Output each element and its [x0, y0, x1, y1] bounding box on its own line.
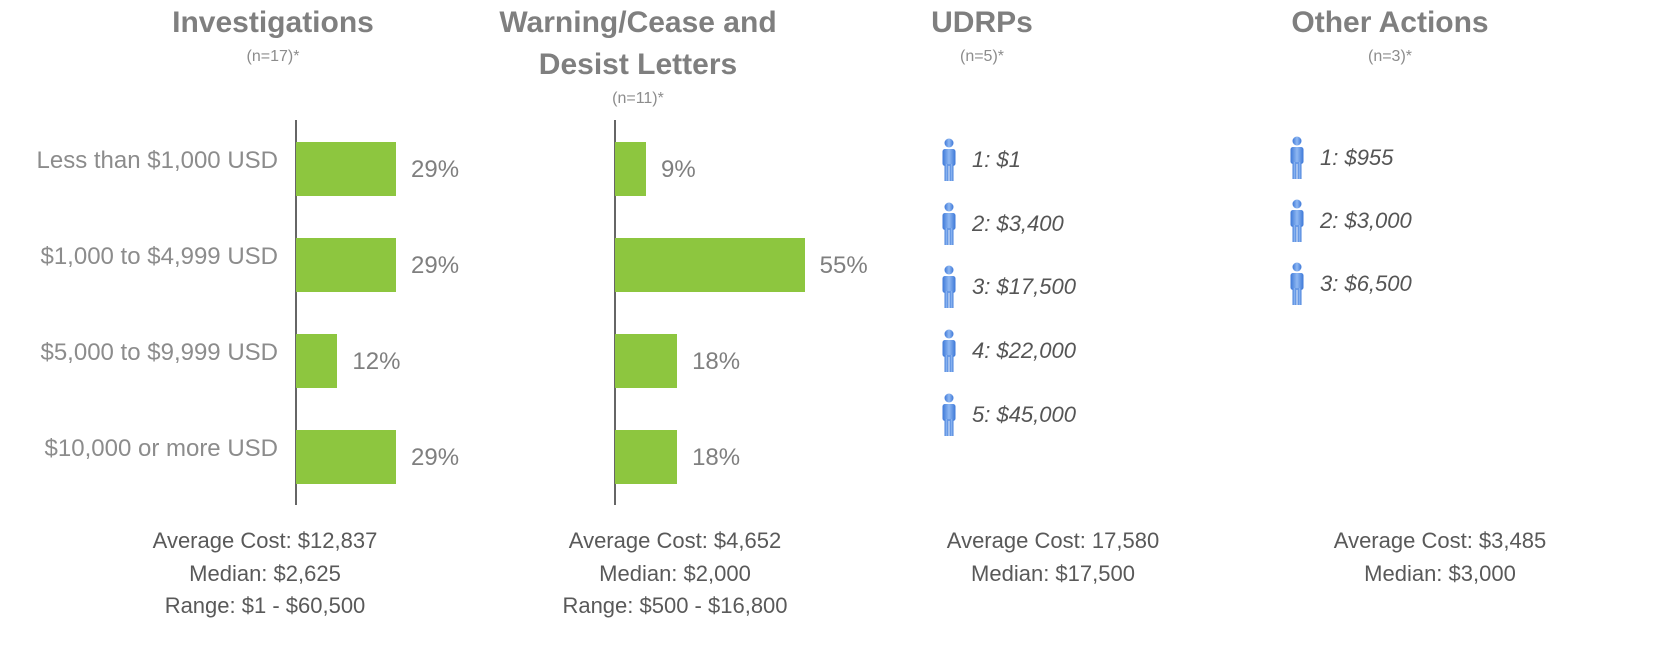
- summary-note: Range: $500 - $16,800: [562, 593, 788, 618]
- chart-title: Warning/Cease and Desist Letters: [499, 6, 777, 81]
- category-label: $5,000 to $9,999 USD: [40, 339, 278, 366]
- bar: [296, 430, 396, 484]
- cost-item: 5: $45,000: [972, 401, 1076, 427]
- category-label: $10,000 or more USD: [44, 435, 278, 462]
- value-label: 18%: [692, 444, 741, 471]
- person-icon: [942, 138, 956, 181]
- chart-title: Investigations: [172, 6, 374, 39]
- summary-note: Average Cost: $3,485: [1333, 528, 1547, 553]
- chart-subtitle: (n=11)*: [612, 90, 664, 107]
- person-icon: [1290, 262, 1304, 305]
- cost-item: 4: $22,000: [972, 338, 1076, 364]
- summary-note: Range: $1 - $60,500: [164, 593, 366, 618]
- value-label: 12%: [352, 348, 401, 375]
- person-icon: [942, 265, 956, 309]
- value-label: 29%: [411, 252, 460, 279]
- value-label: 55%: [819, 252, 868, 279]
- cost-item: 3: $6,500: [1320, 271, 1412, 296]
- cost-item: 2: $3,000: [1320, 208, 1412, 233]
- bar: [615, 238, 805, 292]
- bar: [296, 334, 338, 388]
- summary-note: Median: $3,000: [1364, 560, 1516, 586]
- summary-note: Median: $2,000: [599, 560, 751, 586]
- person-icon: [1290, 199, 1304, 242]
- bar: [296, 142, 396, 196]
- chart-header: Other Actions (n=3)*: [1230, 2, 1550, 68]
- person-icon: [1290, 136, 1304, 179]
- chart-header: Warning/Cease and Desist Letters (n=11)*: [478, 2, 798, 110]
- bar: [615, 430, 678, 484]
- chart-title: Other Actions: [1291, 6, 1489, 39]
- value-label: 9%: [661, 156, 696, 183]
- chart-header: UDRPs (n=5)*: [822, 2, 1142, 68]
- cost-item: 1: $955: [1320, 145, 1394, 170]
- summary-note: Average Cost: $12,837: [152, 528, 378, 553]
- person-icon: [942, 329, 956, 373]
- cost-item: 1: $1: [972, 147, 1021, 172]
- value-label: 29%: [411, 156, 460, 183]
- axis-line: [614, 120, 616, 505]
- chart-subtitle: (n=5)*: [959, 48, 1005, 65]
- summary-note: Median: $2,625: [189, 560, 341, 586]
- bar: [615, 334, 678, 388]
- person-icon: [942, 393, 956, 436]
- category-label: Less than $1,000 USD: [36, 147, 279, 174]
- axis-line: [295, 120, 297, 505]
- summary-note: Median: $17,500: [971, 560, 1135, 586]
- cost-item: 3: $17,500: [972, 274, 1076, 300]
- summary-note: Average Cost: 17,580: [946, 528, 1160, 553]
- chart-header: Investigations (n=17)*: [113, 2, 433, 68]
- summary-note: Average Cost: $4,652: [568, 528, 782, 553]
- chart-subtitle: (n=17)*: [246, 48, 300, 65]
- chart-title: UDRPs: [931, 6, 1033, 39]
- bar: [296, 238, 396, 292]
- category-label: $1,000 to $4,999 USD: [40, 243, 278, 270]
- value-label: 18%: [692, 348, 741, 375]
- bar: [615, 142, 647, 196]
- person-icon: [942, 202, 956, 245]
- chart-subtitle: (n=3)*: [1367, 48, 1413, 65]
- value-label: 29%: [411, 444, 460, 471]
- cost-item: 2: $3,400: [972, 210, 1064, 236]
